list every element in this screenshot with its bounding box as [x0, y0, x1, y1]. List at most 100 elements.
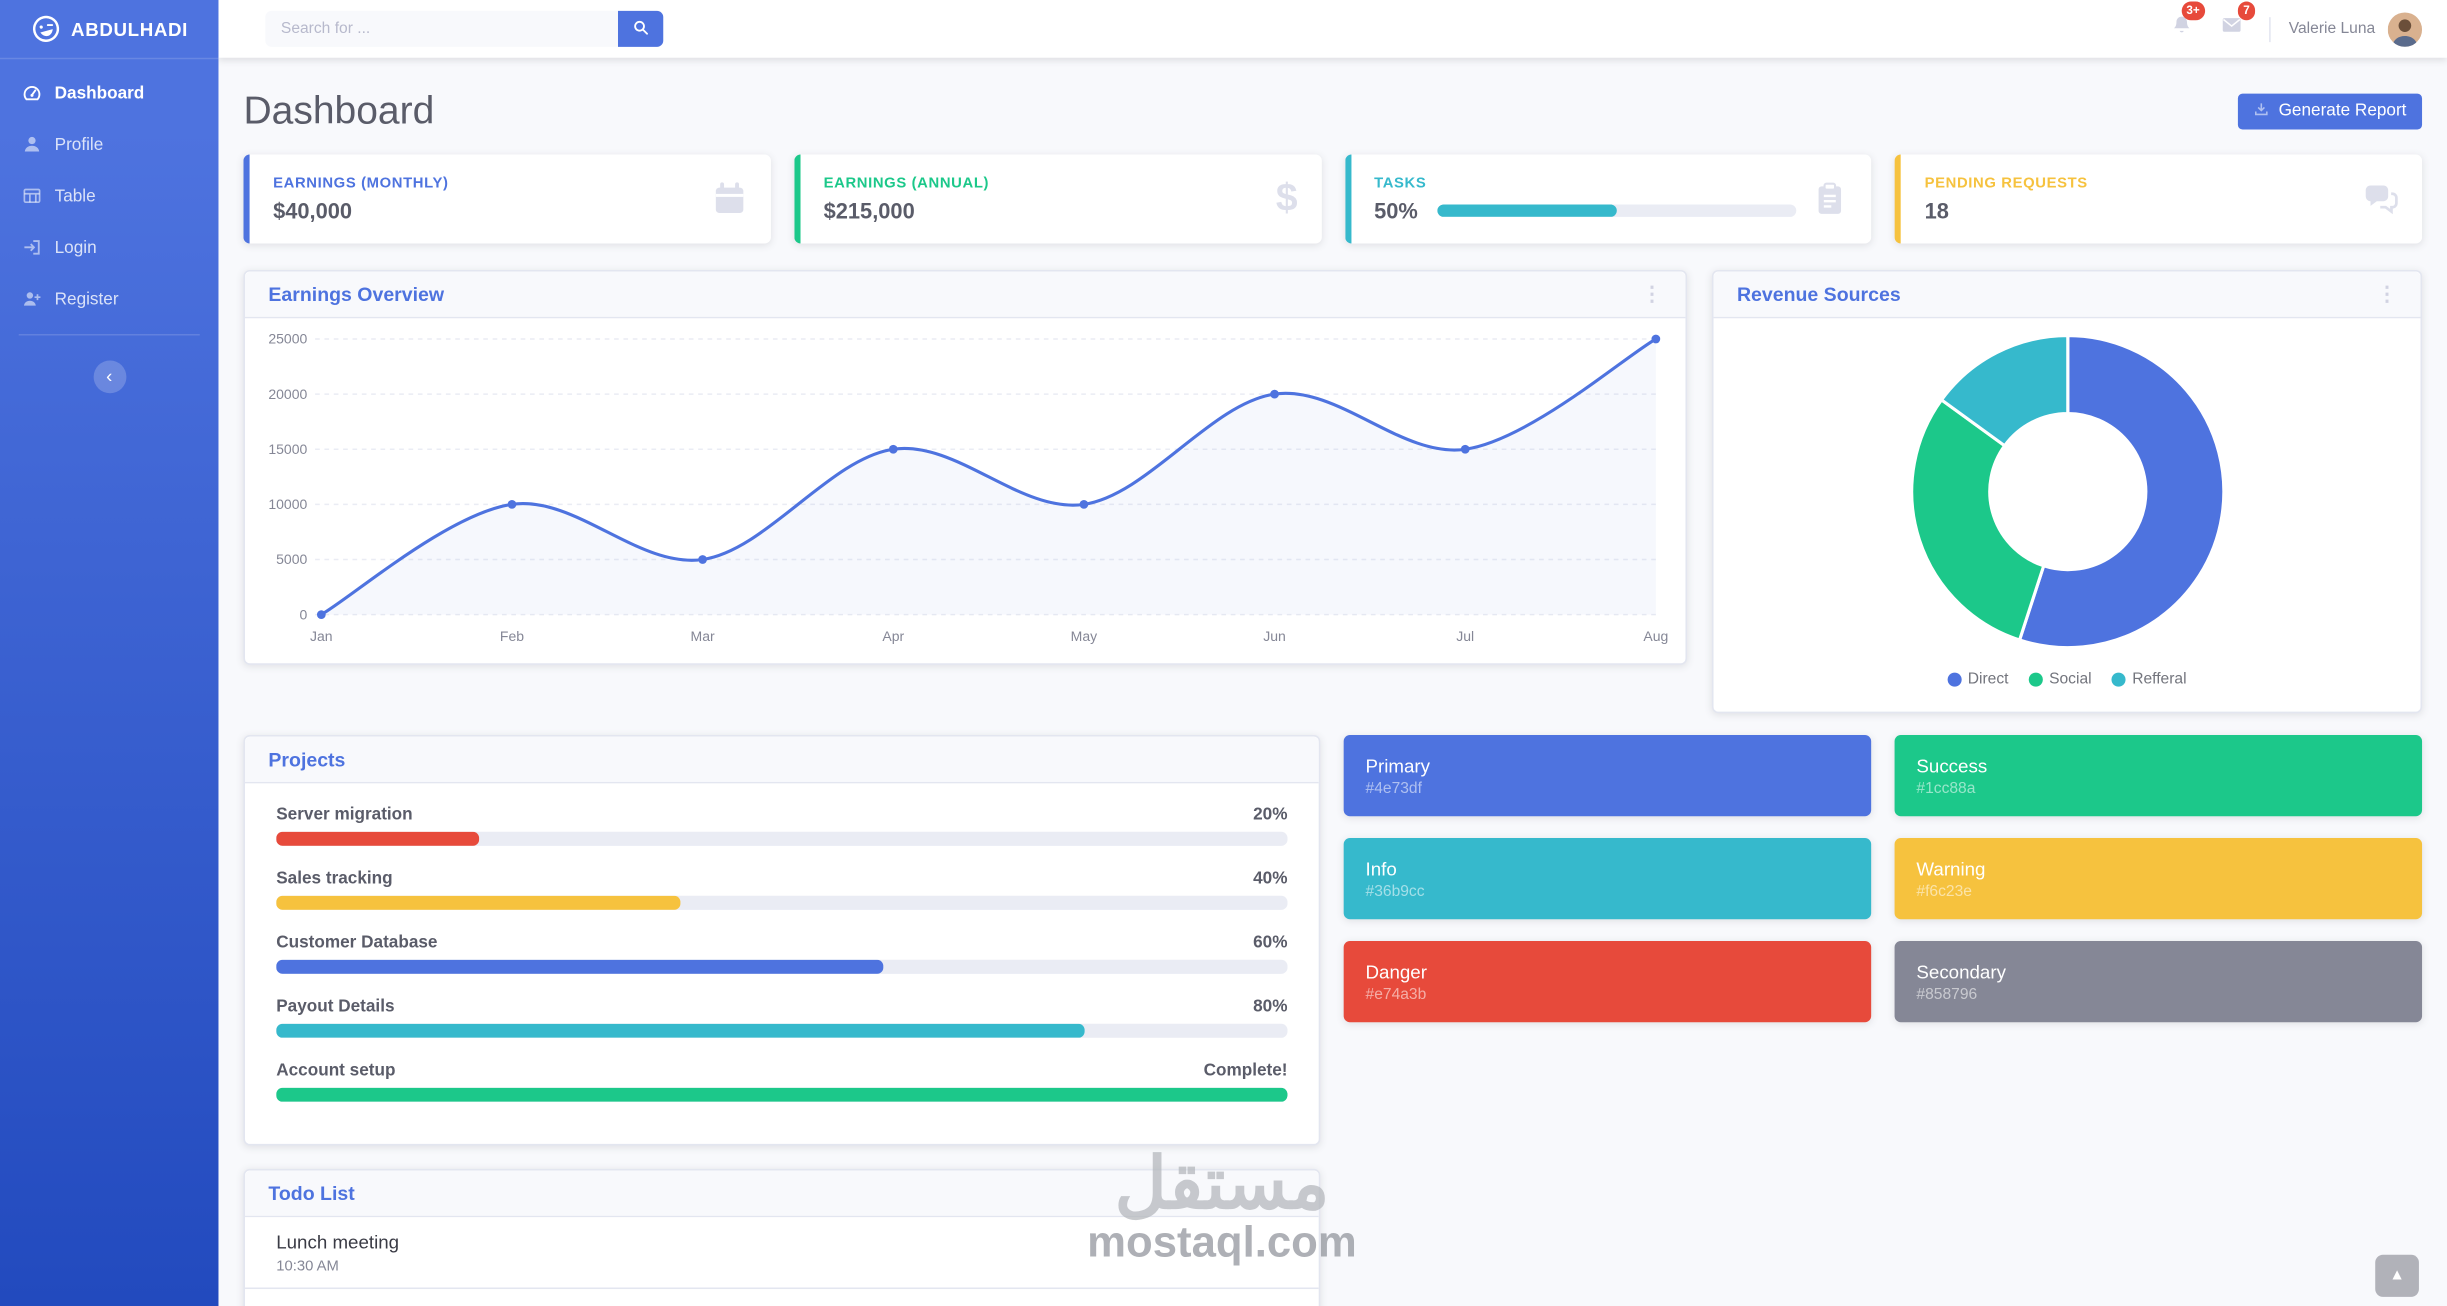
legend-dot — [2111, 672, 2126, 687]
project-name: Customer Database — [276, 933, 438, 952]
lower-row: Projects Server migration 20% Sales track… — [243, 735, 2423, 1306]
svg-text:0: 0 — [300, 606, 308, 622]
search-form — [265, 10, 664, 47]
alerts-button[interactable]: 3+ — [2156, 1, 2206, 51]
stat-card-earnings-monthly: EARNINGS (MONTHLY) $40,000 — [243, 154, 771, 244]
projects-card: Projects Server migration 20% Sales track… — [243, 735, 1321, 1147]
project-row: Customer Database 60% — [276, 933, 1288, 974]
svg-text:Feb: Feb — [500, 628, 524, 644]
project-value: 60% — [1253, 933, 1288, 952]
ellipsis-menu-icon[interactable]: ⋮ — [1641, 281, 1663, 306]
card-title: Todo List — [268, 1182, 355, 1205]
progress-fill — [276, 895, 681, 910]
svg-text:20000: 20000 — [268, 386, 307, 402]
sidebar-divider — [0, 57, 219, 60]
project-name: Account setup — [276, 1061, 396, 1080]
messages-button[interactable]: 7 — [2206, 1, 2256, 51]
user-plus-icon — [22, 289, 42, 309]
progress-bar — [276, 1023, 1288, 1038]
donut-legend: Direct Social Refferal — [1714, 671, 2421, 688]
legend-item: Social — [2028, 671, 2092, 689]
clipboard-icon — [1812, 181, 1848, 217]
todo-item[interactable]: Lunch meeting 10:30 AM — [245, 1217, 1319, 1287]
card-header: Revenue Sources ⋮ — [1713, 271, 2421, 319]
sidebar-toggle-button[interactable]: ‹ — [92, 360, 126, 394]
color-card-danger: Danger #e74a3b — [1343, 941, 1872, 1023]
project-name: Server migration — [276, 805, 413, 824]
brand[interactable]: ABDULHADI — [0, 0, 218, 58]
stat-card-pending-requests: PENDING REQUESTS 18 — [1894, 154, 2423, 244]
sidebar-item-login[interactable]: Login — [0, 222, 218, 273]
card-header: Earnings Overview ⋮ — [245, 271, 1686, 319]
stat-body: TASKS 50% — [1374, 175, 1797, 223]
todo-time: 10:30 AM — [276, 1257, 339, 1276]
brand-name: ABDULHADI — [71, 17, 189, 40]
laugh-wink-icon — [30, 14, 60, 44]
stat-value: 50% — [1374, 198, 1418, 224]
progress-bar — [276, 959, 1288, 974]
todo-list-card: Todo List Lunch meeting 10:30 AM Lunch m… — [243, 1168, 1321, 1306]
main: 3+ 7 Valerie Luna Dashboard Generate Rep — [218, 0, 2447, 1306]
color-card-success: Success #1cc88a — [1894, 735, 2423, 817]
projects-body: Server migration 20% Sales tracking 40% Cu… — [245, 783, 1319, 1147]
topbar-right: 3+ 7 Valerie Luna — [2156, 1, 2423, 51]
todo-name: Lunch meeting — [276, 1303, 1287, 1306]
topbar-divider — [2268, 16, 2271, 42]
stat-card-row: EARNINGS (MONTHLY) $40,000 EARNINGS (ANN… — [243, 154, 2423, 244]
legend-dot — [2028, 672, 2043, 687]
card-title: Earnings Overview — [268, 283, 445, 306]
color-card-secondary: Secondary #858796 — [1894, 941, 2423, 1023]
svg-text:10000: 10000 — [268, 496, 307, 512]
project-name: Payout Details — [276, 997, 395, 1016]
progress-fill — [276, 831, 479, 846]
color-hex: #858796 — [1916, 985, 1978, 1003]
svg-text:Apr: Apr — [882, 628, 904, 644]
project-row: Server migration 20% — [276, 805, 1288, 846]
search-button[interactable] — [617, 10, 664, 47]
card-title: Projects — [268, 748, 346, 771]
bell-icon — [2170, 14, 2192, 44]
generate-report-button[interactable]: Generate Report — [2237, 92, 2423, 129]
color-name: Info — [1365, 857, 1397, 880]
progress-bar — [276, 1087, 1288, 1102]
color-hex: #e74a3b — [1365, 985, 1427, 1003]
project-value: 20% — [1253, 805, 1288, 824]
topbar: 3+ 7 Valerie Luna — [218, 0, 2447, 58]
stat-card-earnings-annual: EARNINGS (ANNUAL) $215,000 $ — [793, 154, 1322, 244]
card-header: Todo List — [245, 1170, 1319, 1218]
stat-value: $40,000 — [273, 198, 353, 224]
progress-bar — [276, 831, 1288, 846]
color-name: Danger — [1365, 960, 1427, 983]
generate-report-label: Generate Report — [2278, 101, 2407, 121]
user-menu[interactable]: Valerie Luna — [2289, 11, 2423, 47]
sidebar-item-register[interactable]: Register — [0, 273, 218, 324]
avatar — [2387, 11, 2423, 47]
sidebar-item-table[interactable]: Table — [0, 170, 218, 221]
stat-body: EARNINGS (MONTHLY) $40,000 — [273, 175, 696, 223]
stat-label: EARNINGS (ANNUAL) — [823, 174, 990, 192]
sidebar-item-label: Table — [54, 186, 96, 206]
stat-body: EARNINGS (ANNUAL) $215,000 — [824, 175, 1261, 223]
color-card-info: Info #36b9cc — [1343, 838, 1872, 920]
card-body: Direct Social Refferal — [1714, 331, 2421, 688]
sidebar-nav: Dashboard Profile Table Login — [0, 59, 218, 324]
todo-item[interactable]: Lunch meeting — [245, 1289, 1319, 1306]
search-input[interactable] — [265, 10, 618, 47]
scroll-to-top-button[interactable]: ▲ — [2375, 1254, 2419, 1297]
page-title: Dashboard — [243, 88, 435, 132]
sidebar-item-profile[interactable]: Profile — [0, 119, 218, 170]
dollar-icon: $ — [1275, 176, 1298, 221]
color-hex: #f6c23e — [1916, 882, 1972, 900]
project-value: 80% — [1253, 997, 1288, 1016]
project-row: Account setup Complete! — [276, 1061, 1288, 1102]
stat-card-tasks: TASKS 50% — [1344, 154, 1872, 244]
earnings-overview-card: Earnings Overview ⋮ 0 5000 10000 15000 20000… — [243, 269, 1688, 665]
legend-label: Social — [2049, 671, 2092, 689]
svg-text:May: May — [1071, 628, 1097, 644]
sidebar-item-dashboard[interactable]: Dashboard — [0, 67, 218, 118]
progress-bar — [276, 895, 1288, 910]
ellipsis-menu-icon[interactable]: ⋮ — [2376, 281, 2398, 306]
color-name: Success — [1916, 754, 1988, 777]
color-hex: #4e73df — [1365, 779, 1422, 797]
legend-label: Direct — [1967, 671, 2009, 689]
